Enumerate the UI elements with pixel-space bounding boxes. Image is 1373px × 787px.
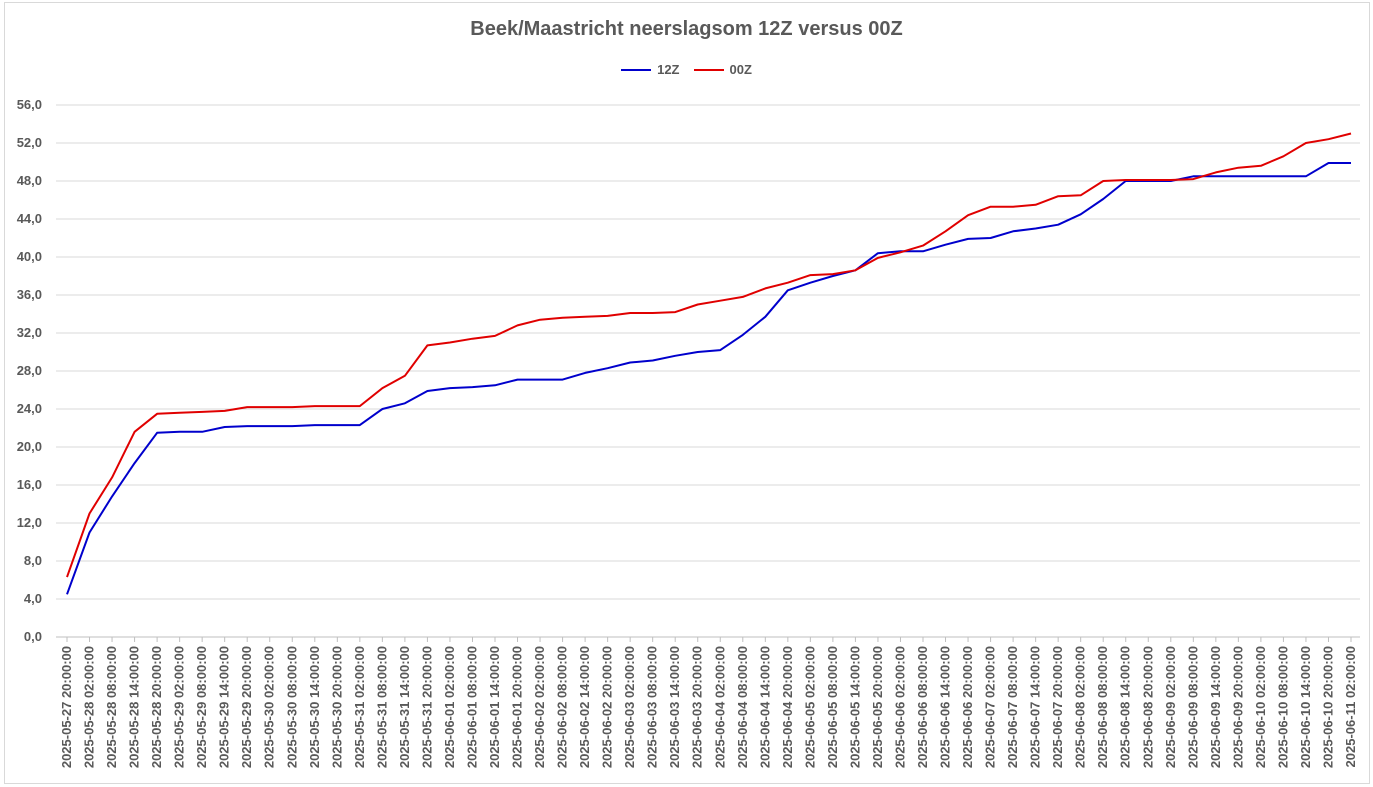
- x-tick-label: 2025-06-04 02:00:00: [712, 646, 727, 768]
- chart-title: Beek/Maastricht neerslagsom 12Z versus 0…: [470, 18, 903, 40]
- legend-item-12z: 12Z: [621, 62, 680, 77]
- x-tick-label: 2025-06-06 20:00:00: [960, 646, 975, 768]
- x-tick-label: 2025-05-27 20:00:00: [59, 646, 74, 768]
- x-tick-label: 2025-05-31 02:00:00: [352, 646, 367, 768]
- x-tick-label: 2025-06-05 08:00:00: [825, 646, 840, 768]
- x-tick-label: 2025-05-31 20:00:00: [419, 646, 434, 768]
- y-tick-label: 40,0: [17, 249, 42, 264]
- x-tick-label: 2025-06-06 14:00:00: [938, 646, 953, 768]
- x-tick-label: 2025-06-08 02:00:00: [1073, 646, 1088, 768]
- legend-label-12z: 12Z: [657, 62, 680, 77]
- y-tick-label: 0,0: [24, 629, 42, 644]
- x-tick-label: 2025-05-29 08:00:00: [194, 646, 209, 768]
- x-tick-label: 2025-06-03 20:00:00: [690, 646, 705, 768]
- chart-frame: [4, 2, 1370, 784]
- legend-item-00z: 00Z: [693, 62, 752, 77]
- gridlines: [56, 104, 1360, 638]
- x-tick-label: 2025-06-09 08:00:00: [1185, 646, 1200, 768]
- legend-swatch-12z: [621, 68, 652, 71]
- y-tick-label: 32,0: [17, 325, 42, 340]
- x-tick-label: 2025-06-07 20:00:00: [1050, 646, 1065, 768]
- y-tick-label: 16,0: [17, 477, 42, 492]
- x-tick-label: 2025-05-30 02:00:00: [262, 646, 277, 768]
- x-tick-label: 2025-06-03 08:00:00: [645, 646, 660, 768]
- x-tick-label: 2025-06-05 20:00:00: [870, 646, 885, 768]
- x-tick-label: 2025-06-10 08:00:00: [1275, 646, 1290, 768]
- x-tick-label: 2025-06-09 20:00:00: [1230, 646, 1245, 768]
- x-tick-label: 2025-06-07 02:00:00: [983, 646, 998, 768]
- x-tick-label: 2025-06-02 08:00:00: [555, 646, 570, 768]
- x-tick-label: 2025-06-10 20:00:00: [1320, 646, 1335, 768]
- x-tick-label: 2025-06-10 02:00:00: [1253, 646, 1268, 768]
- y-tick-label: 48,0: [17, 173, 42, 188]
- series-line-12z: [66, 162, 1351, 595]
- x-tick-label: 2025-06-02 02:00:00: [532, 646, 547, 768]
- x-tick-label: 2025-05-28 14:00:00: [127, 646, 142, 768]
- x-tick-label: 2025-06-02 20:00:00: [600, 646, 615, 768]
- x-tick-label: 2025-06-08 20:00:00: [1140, 646, 1155, 768]
- y-tick-label: 44,0: [17, 211, 42, 226]
- legend-swatch-00z: [693, 68, 724, 71]
- y-tick-label: 8,0: [24, 553, 42, 568]
- x-tick-label: 2025-06-03 02:00:00: [622, 646, 637, 768]
- legend-label-00z: 00Z: [729, 62, 752, 77]
- chart-legend: 12Z 00Z: [0, 62, 1373, 77]
- x-tick-label: 2025-05-29 14:00:00: [217, 646, 232, 768]
- x-tick-label: 2025-06-11 02:00:00: [1343, 646, 1358, 767]
- y-tick-label: 20,0: [17, 439, 42, 454]
- x-tick-label: 2025-06-01 20:00:00: [510, 646, 525, 768]
- x-tick-label: 2025-05-30 14:00:00: [307, 646, 322, 768]
- x-tick-label: 2025-05-29 20:00:00: [239, 646, 254, 768]
- x-tick-label: 2025-06-08 08:00:00: [1095, 646, 1110, 768]
- x-tick-label: 2025-06-05 14:00:00: [847, 646, 862, 768]
- x-tick-label: 2025-06-07 08:00:00: [1005, 646, 1020, 768]
- x-tick-label: 2025-06-09 14:00:00: [1208, 646, 1223, 768]
- x-tick-label: 2025-05-28 08:00:00: [104, 646, 119, 768]
- y-tick-label: 4,0: [24, 591, 42, 606]
- x-tick-label: 2025-06-09 02:00:00: [1163, 646, 1178, 768]
- x-tick-label: 2025-06-07 14:00:00: [1028, 646, 1043, 768]
- x-tick-label: 2025-06-06 02:00:00: [892, 646, 907, 768]
- x-tick-label: 2025-05-31 08:00:00: [374, 646, 389, 768]
- y-tick-label: 24,0: [17, 401, 42, 416]
- y-tick-label: 52,0: [17, 135, 42, 150]
- x-tick-label: 2025-06-01 14:00:00: [487, 646, 502, 768]
- x-tick-label: 2025-06-04 08:00:00: [735, 646, 750, 768]
- x-tick-label: 2025-05-31 14:00:00: [397, 646, 412, 768]
- x-tick-label: 2025-06-04 20:00:00: [780, 646, 795, 768]
- x-tick-label: 2025-06-06 08:00:00: [915, 646, 930, 768]
- x-tick-label: 2025-05-28 20:00:00: [149, 646, 164, 768]
- series-line-00z: [66, 132, 1352, 578]
- x-tick-label: 2025-06-01 02:00:00: [442, 646, 457, 768]
- x-tick-label: 2025-06-10 14:00:00: [1298, 646, 1313, 768]
- series-lines: [66, 132, 1352, 595]
- y-tick-label: 56,0: [17, 97, 42, 112]
- x-tick-label: 2025-06-01 08:00:00: [464, 646, 479, 768]
- x-tick-label: 2025-06-05 02:00:00: [802, 646, 817, 768]
- y-tick-label: 28,0: [17, 363, 42, 378]
- x-tick-label: 2025-06-02 14:00:00: [577, 646, 592, 768]
- y-tick-label: 12,0: [17, 515, 42, 530]
- y-axis-ticks: 0,0 4,0 8,0 12,0 16,0 20,0 24,0 28,0 32,0 36,0 40,…: [17, 97, 42, 644]
- x-tick-label: 2025-06-03 14:00:00: [667, 646, 682, 768]
- x-tick-label: 2025-05-30 08:00:00: [284, 646, 299, 768]
- x-tick-label: 2025-05-28 02:00:00: [82, 646, 97, 768]
- y-tick-label: 36,0: [17, 287, 42, 302]
- x-tick-label: 2025-05-30 20:00:00: [329, 646, 344, 768]
- x-tick-label: 2025-06-04 14:00:00: [757, 646, 772, 768]
- x-tick-label: 2025-06-08 14:00:00: [1118, 646, 1133, 768]
- x-axis-ticks: 2025-05-27 20:00:00 2025-05-28 02:00:00 20…: [59, 637, 1358, 768]
- x-tick-label: 2025-05-29 02:00:00: [172, 646, 187, 768]
